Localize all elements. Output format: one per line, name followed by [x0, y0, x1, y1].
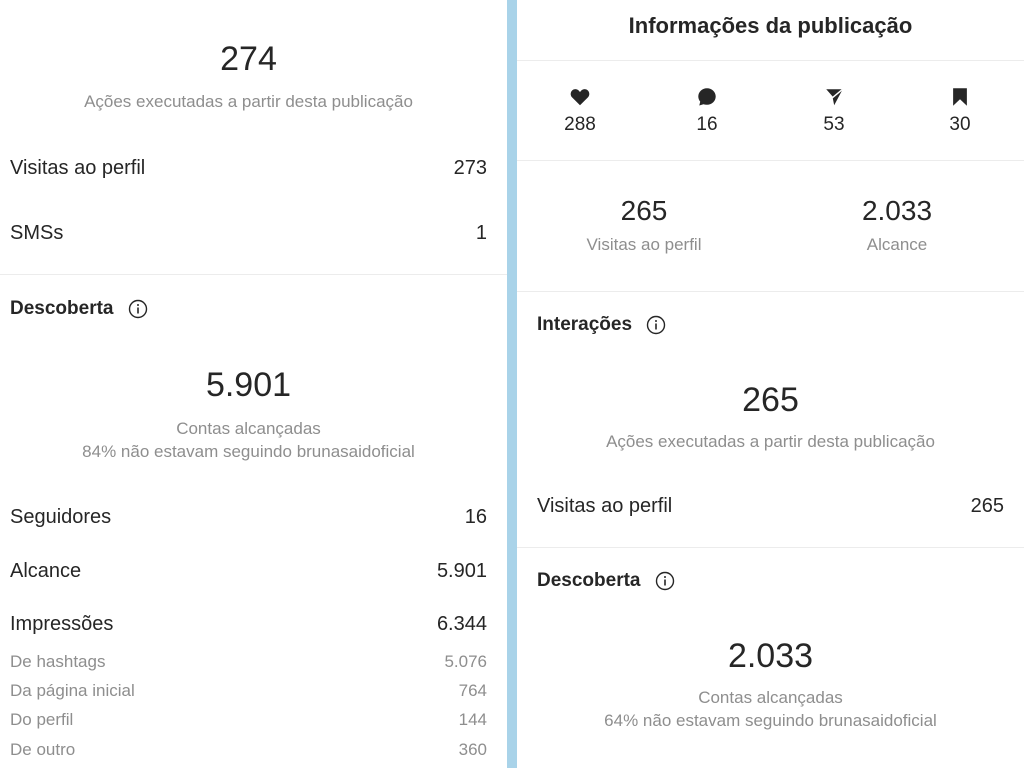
- row-from-other: De outro 360: [10, 739, 487, 761]
- info-icon[interactable]: [128, 299, 148, 319]
- comments-count: 16: [696, 114, 718, 135]
- row-label: Visitas ao perfil: [10, 156, 146, 179]
- row-profile-visits: Visitas ao perfil 265: [537, 491, 1004, 521]
- divider-line: [517, 291, 1024, 292]
- page-title: Informações da publicação: [628, 13, 913, 38]
- row-value: 5.901: [436, 559, 487, 582]
- metric-label: Alcance: [866, 235, 928, 254]
- section-discovery-header: Descoberta: [10, 298, 148, 320]
- interactions-total: 265: [742, 381, 799, 419]
- row-label: Do perfil: [10, 710, 74, 729]
- divider-line: [517, 547, 1024, 548]
- saves-count: 30: [949, 114, 971, 135]
- stat-comments: 16: [667, 86, 747, 136]
- actions-caption: Ações executadas a partir desta publicaç…: [84, 92, 413, 111]
- send-icon: [824, 88, 844, 106]
- row-label: De hashtags: [10, 652, 106, 671]
- stat-likes: 288: [540, 86, 620, 136]
- heart-icon: [570, 89, 590, 106]
- divider-line: [517, 160, 1024, 161]
- section-title: Descoberta: [10, 298, 114, 319]
- metric-value: 2.033: [861, 195, 933, 226]
- shares-count: 53: [823, 114, 845, 135]
- accounts-reached-caption: Contas alcançadas: [698, 688, 843, 707]
- row-from-hashtags: De hashtags 5.076: [10, 651, 487, 673]
- section-title: Interações: [537, 314, 633, 335]
- row-from-profile: Do perfil 144: [10, 709, 487, 731]
- row-value: 16: [464, 505, 487, 528]
- row-value: 1: [475, 221, 487, 244]
- row-reach: Alcance 5.901: [10, 556, 487, 586]
- section-title: Descoberta: [537, 570, 641, 591]
- interactions-caption: Ações executadas a partir desta publicaç…: [606, 432, 935, 451]
- section-interactions-header: Interações: [537, 314, 666, 336]
- row-impressions: Impressões 6.344: [10, 609, 487, 639]
- row-label: Seguidores: [10, 505, 112, 528]
- row-value: 6.344: [436, 612, 487, 635]
- row-value: 360: [458, 740, 487, 759]
- left-insights-panel: 274 Ações executadas a partir desta publ…: [0, 0, 507, 768]
- likes-count: 288: [564, 114, 596, 135]
- actions-total: 274: [220, 40, 277, 78]
- metric-label: Visitas ao perfil: [586, 235, 702, 254]
- row-label: SMSs: [10, 221, 64, 244]
- accounts-reached-total: 5.901: [205, 366, 292, 404]
- right-insights-panel: Informações da publicação 288 16 53 30 2…: [517, 0, 1024, 768]
- section-discovery-header: Descoberta: [537, 570, 675, 592]
- divider-line: [0, 274, 507, 275]
- row-label: De outro: [10, 740, 76, 759]
- row-from-home: Da página inicial 764: [10, 680, 487, 702]
- not-following-caption: 84% não estavam seguindo brunasaidoficia…: [82, 442, 415, 461]
- row-value: 273: [453, 156, 487, 179]
- metric-reach: 2.033 Alcance: [787, 195, 1007, 255]
- row-value: 265: [970, 494, 1004, 517]
- row-followers: Seguidores 16: [10, 502, 487, 532]
- row-label: Da página inicial: [10, 681, 135, 700]
- panel-divider: [507, 0, 517, 768]
- metric-value: 265: [620, 195, 668, 226]
- accounts-reached-caption: Contas alcançadas: [176, 419, 321, 438]
- row-value: 764: [458, 681, 487, 700]
- row-sms: SMSs 1: [10, 218, 487, 248]
- row-label: Impressões: [10, 612, 114, 635]
- info-icon[interactable]: [646, 315, 666, 335]
- stat-saves: 30: [920, 86, 1000, 136]
- divider-line: [517, 60, 1024, 61]
- stat-shares: 53: [794, 86, 874, 136]
- not-following-caption: 64% não estavam seguindo brunasaidoficia…: [604, 711, 937, 730]
- row-value: 5.076: [444, 652, 487, 671]
- row-profile-visits: Visitas ao perfil 273: [10, 153, 487, 183]
- info-icon[interactable]: [655, 571, 675, 591]
- row-label: Alcance: [10, 559, 82, 582]
- row-label: Visitas ao perfil: [537, 494, 673, 517]
- metric-profile-visits: 265 Visitas ao perfil: [534, 195, 754, 255]
- bookmark-icon: [953, 88, 967, 106]
- row-value: 144: [458, 710, 487, 729]
- comment-icon: [698, 88, 716, 106]
- accounts-reached-total: 2.033: [727, 637, 814, 675]
